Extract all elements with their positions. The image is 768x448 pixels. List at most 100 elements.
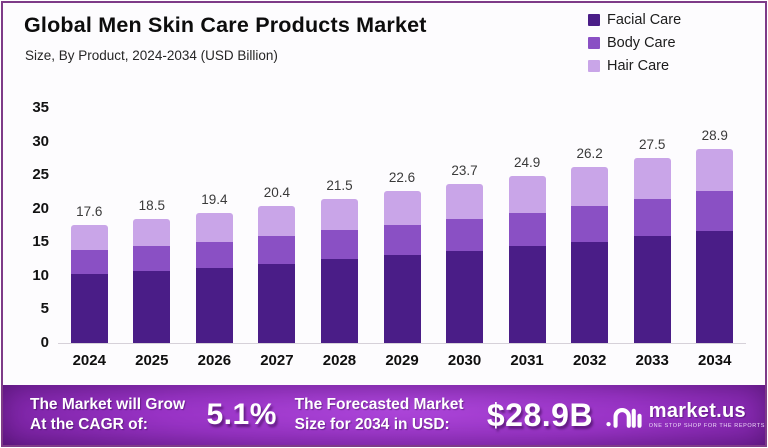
legend-label: Hair Care xyxy=(607,58,670,74)
stacked-bar xyxy=(70,224,108,343)
bar-segment-body-care xyxy=(571,206,609,242)
stacked-bar xyxy=(571,167,609,343)
x-axis-category-label: 2032 xyxy=(572,352,607,369)
legend-item-body-care: Body Care xyxy=(588,35,681,51)
bar-segment-facial-care xyxy=(320,259,358,343)
facial-care-swatch-icon xyxy=(588,14,600,26)
bar-value-label: 24.9 xyxy=(513,154,541,170)
stacked-bar-chart: 17.6 18.5 19.4 20.4 21.5 22.6 23.7 24.9 26.2 27.5… xyxy=(3,3,765,445)
bar-segment-facial-care xyxy=(508,246,546,343)
stacked-bar xyxy=(633,158,671,343)
x-axis-category-label: 2027 xyxy=(260,352,294,369)
bar-value-label: 22.6 xyxy=(388,170,416,186)
x-axis-category-label: 2030 xyxy=(447,352,482,369)
legend-item-hair-care: Hair Care xyxy=(588,58,681,74)
bar-segment-facial-care xyxy=(70,273,108,343)
bar-segment-body-care xyxy=(508,212,546,247)
bar-segment-body-care xyxy=(195,241,233,268)
bar-segment-facial-care xyxy=(258,263,296,343)
bar-segment-body-care xyxy=(320,230,358,260)
bar-segment-facial-care xyxy=(633,236,671,343)
bar-column: 21.5 xyxy=(308,108,371,343)
bar-column: 19.4 xyxy=(183,108,246,343)
bar-segment-hair-care xyxy=(633,158,671,199)
cagr-label-line1: The Market will Grow xyxy=(30,395,186,413)
cagr-value: 5.1% xyxy=(206,398,277,431)
bar-segment-facial-care xyxy=(133,271,171,343)
cagr-banner: The Market will Grow At the CAGR of: 5.1… xyxy=(3,385,765,445)
cagr-label-line2: At the CAGR of: xyxy=(30,416,148,433)
bar-segment-body-care xyxy=(383,224,421,255)
bar-segment-hair-care xyxy=(320,198,358,231)
x-axis-category-label: 2034 xyxy=(698,352,732,369)
body-care-swatch-icon xyxy=(588,37,600,49)
bar-column: 23.7 xyxy=(433,108,496,343)
bar-column: 27.5 xyxy=(621,108,684,343)
y-axis-tick-label: 30 xyxy=(32,132,49,150)
bar-column: 20.4 xyxy=(246,108,309,343)
stacked-bar xyxy=(508,175,546,343)
bar-segment-hair-care xyxy=(195,212,233,242)
x-axis-line xyxy=(58,343,746,344)
stacked-bar xyxy=(696,149,734,343)
cagr-label: The Market will Grow At the CAGR of: xyxy=(30,395,191,435)
bar-segment-body-care xyxy=(446,219,484,251)
x-axis-category-label: 2024 xyxy=(72,352,106,369)
y-axis-tick-label: 5 xyxy=(40,300,49,318)
forecast-value: $28.9B xyxy=(486,396,594,433)
bar-column: 28.9 xyxy=(683,108,746,343)
stacked-bar xyxy=(133,218,171,343)
bar-segment-hair-care xyxy=(258,206,296,237)
y-axis-tick-label: 20 xyxy=(32,199,49,217)
bar-value-label: 18.5 xyxy=(138,197,165,213)
bar-segment-hair-care xyxy=(383,191,421,225)
bar-segment-facial-care xyxy=(446,251,484,343)
bar-column: 24.9 xyxy=(496,108,559,343)
hair-care-swatch-icon xyxy=(588,60,600,72)
bar-value-label: 27.5 xyxy=(639,137,666,153)
bar-column: 17.6 xyxy=(58,108,121,343)
bar-segment-body-care xyxy=(633,198,671,237)
bar-value-label: 28.9 xyxy=(701,127,728,143)
y-axis-tick-label: 25 xyxy=(32,166,49,184)
bar-segment-body-care xyxy=(258,236,296,264)
bar-segment-hair-care xyxy=(70,224,108,251)
y-axis-tick-label: 10 xyxy=(32,266,49,284)
bar-column: 18.5 xyxy=(121,108,184,343)
brand-name: market.us xyxy=(648,399,746,422)
bar-segment-body-care xyxy=(133,246,171,272)
x-axis-category-label: 2026 xyxy=(197,352,232,369)
bar-value-label: 19.4 xyxy=(201,191,228,207)
forecast-label: The Forecasted Market Size for 2034 in U… xyxy=(295,395,473,435)
stacked-bar xyxy=(320,198,358,343)
stacked-bar xyxy=(195,212,233,343)
brand-tagline: ONE STOP SHOP FOR THE REPORTS xyxy=(648,422,765,429)
legend-label: Body Care xyxy=(607,35,676,51)
bar-value-label: 17.6 xyxy=(76,203,103,219)
y-axis-tick-label: 15 xyxy=(32,233,49,251)
marketus-logo-icon xyxy=(606,408,642,428)
bar-segment-body-care xyxy=(696,191,734,231)
bar-segment-hair-care xyxy=(446,183,484,220)
legend-label: Facial Care xyxy=(607,12,682,28)
bar-segment-hair-care xyxy=(508,175,546,213)
legend-item-facial-care: Facial Care xyxy=(588,12,681,28)
bar-segment-facial-care xyxy=(571,241,609,343)
bar-value-label: 23.7 xyxy=(451,162,478,178)
stacked-bar xyxy=(446,183,484,343)
bar-segment-hair-care xyxy=(571,167,609,207)
bar-value-label: 21.5 xyxy=(326,177,353,193)
bar-column: 26.2 xyxy=(558,108,621,343)
stacked-bar xyxy=(258,206,296,343)
bar-segment-facial-care xyxy=(383,255,421,343)
bar-column: 22.6 xyxy=(371,108,434,343)
x-axis-category-label: 2028 xyxy=(322,352,357,369)
x-axis-category-label: 2031 xyxy=(510,352,544,369)
x-axis-category-label: 2025 xyxy=(135,352,169,369)
bar-segment-hair-care xyxy=(133,218,171,247)
bar-value-label: 26.2 xyxy=(576,146,603,162)
bar-value-label: 20.4 xyxy=(263,185,291,201)
bar-segment-facial-care xyxy=(195,267,233,343)
